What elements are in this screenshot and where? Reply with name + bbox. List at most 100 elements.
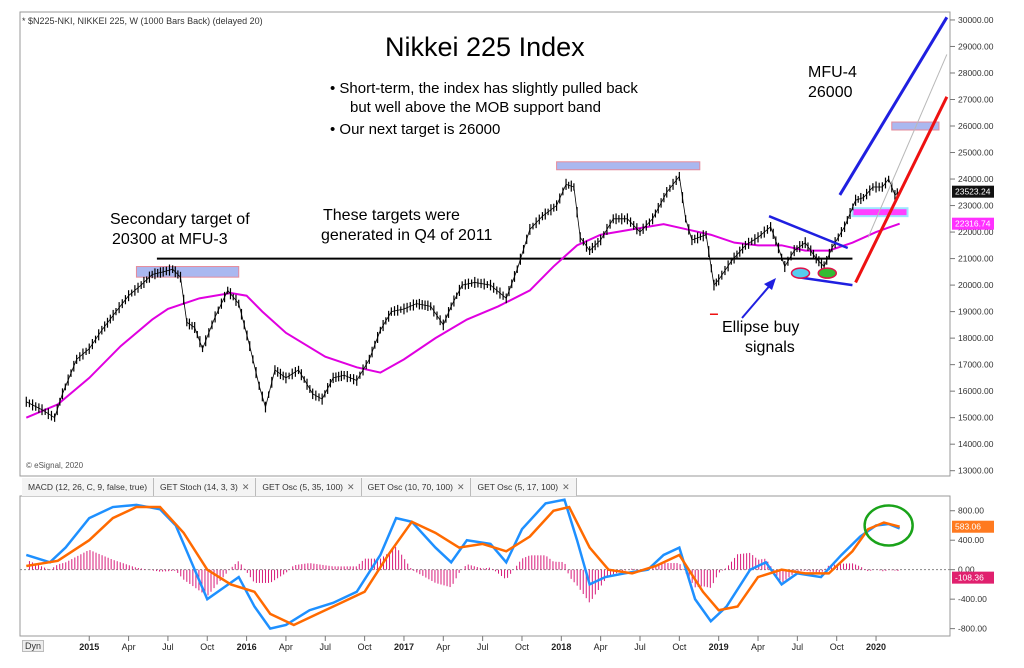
macd-value-label: 583.06	[955, 522, 981, 532]
close-icon[interactable]: ✕	[562, 481, 570, 492]
price-axis-label: 14000.00	[958, 439, 994, 449]
price-layer	[25, 16, 949, 422]
time-axis-label: Apr	[594, 642, 608, 652]
ma-value-label-box	[952, 217, 994, 230]
tab-get-osc-5-35-label: GET Osc (5, 35, 100)	[262, 482, 344, 492]
price-axis-label: 24000.00	[958, 174, 994, 184]
tab-get-osc-10-70[interactable]: GET Osc (10, 70, 100) ✕	[361, 478, 472, 496]
close-icon[interactable]: ✕	[241, 481, 250, 492]
symbol-header: * $N225-NKI, NIKKEI 225, W (1000 Bars Ba…	[22, 16, 263, 26]
tab-get-osc-5-17[interactable]: GET Osc (5, 17, 100) ✕	[471, 478, 577, 496]
close-icon[interactable]: ✕	[347, 481, 355, 492]
note-secondary-line1: Secondary target of	[110, 211, 250, 228]
price-axis-label: 28000.00	[958, 68, 994, 78]
time-axis-label: Jul	[162, 642, 174, 652]
time-axis-label: Apr	[751, 642, 765, 652]
time-axis-label: Oct	[672, 642, 687, 652]
time-axis-label: 2020	[866, 642, 886, 652]
target-band-1	[556, 161, 701, 171]
time-axis-label: Apr	[122, 642, 136, 652]
price-axis-label: 15000.00	[958, 413, 994, 423]
note-bullet1-line2: but well above the MOB support band	[350, 99, 601, 116]
time-axis-label: Apr	[436, 642, 450, 652]
macd-axis-label: 0.00	[958, 565, 975, 575]
current-price-label-box	[952, 185, 994, 198]
note-bullet1-line1: • Short-term, the index has slightly pul…	[330, 80, 638, 97]
price-axis-label: 16000.00	[958, 386, 994, 396]
note-ellipse-line1: Ellipse buy	[722, 319, 800, 336]
time-axis-label: Jul	[320, 642, 332, 652]
indicator-tab-bar: MACD (12, 26, C, 9, false, true) GET Sto…	[22, 478, 577, 496]
target-band-0	[135, 266, 240, 278]
tab-get-stoch[interactable]: GET Stoch (14, 3, 3) ✕	[154, 478, 257, 496]
price-axis-label: 20000.00	[958, 280, 994, 290]
macd-value-label-box	[952, 520, 994, 533]
crossover-circle	[863, 504, 914, 547]
current-price-label: 23523.24	[955, 187, 991, 197]
price-axis-label: 21000.00	[958, 254, 994, 264]
price-axis-label: 30000.00	[958, 15, 994, 25]
price-axis-label: 17000.00	[958, 360, 994, 370]
red-channel-line	[854, 96, 949, 284]
blue-channel-line	[838, 16, 949, 196]
time-axis-label: 2018	[551, 642, 571, 652]
time-axis-label: Jul	[477, 642, 489, 652]
tab-get-osc-5-35[interactable]: GET Osc (5, 35, 100) ✕	[256, 478, 362, 496]
time-axis-label: Oct	[200, 642, 215, 652]
macd-layer	[20, 498, 950, 631]
dyn-toggle-button[interactable]: Dyn	[22, 640, 45, 652]
time-axis-label: 2015	[79, 642, 99, 652]
chart-title: Nikkei 225 Index	[385, 32, 585, 62]
target-band-2	[891, 121, 940, 131]
ellipse-buy-signal-0	[790, 267, 811, 279]
note-bullet2: • Our next target is 26000	[330, 121, 501, 138]
time-axis-label: Apr	[279, 642, 293, 652]
macd-line	[25, 498, 901, 631]
ellipse-buy-signal-1	[817, 267, 838, 279]
channel-midline	[867, 54, 948, 238]
axis-layer: 13000.00 14000.00 15000.00 16000.00 17000.00…	[79, 15, 994, 652]
copyright-label: © eSignal, 2020	[26, 461, 84, 470]
macd-axis-label: 800.00	[958, 506, 984, 516]
note-ellipse-line2: signals	[745, 339, 795, 356]
tab-get-osc-5-17-label: GET Osc (5, 17, 100)	[477, 482, 559, 492]
hist-value-label-box	[952, 571, 994, 584]
note-mfu4-line2: 26000	[808, 84, 853, 101]
close-icon[interactable]: ✕	[456, 481, 465, 492]
macd-axis-label: -400.00	[958, 594, 987, 604]
tab-get-stoch-label: GET Stoch (14, 3, 3)	[160, 482, 238, 492]
macd-axis-label: -800.00	[958, 624, 987, 634]
price-axis-label: 27000.00	[958, 94, 994, 104]
time-axis-label: Oct	[830, 642, 845, 652]
price-axis-label: 13000.00	[958, 466, 994, 476]
tab-macd[interactable]: MACD (12, 26, C, 9, false, true)	[22, 478, 155, 496]
note-targets-line2: generated in Q4 of 2011	[321, 227, 493, 244]
time-axis-label: Oct	[358, 642, 373, 652]
time-axis-label: 2016	[237, 642, 257, 652]
triangle-lower-line	[797, 275, 853, 287]
hist-value-label: -108.36	[955, 573, 984, 583]
time-axis-label: 2017	[394, 642, 414, 652]
price-axis-label: 25000.00	[958, 148, 994, 158]
price-axis-label: 29000.00	[958, 41, 994, 51]
tab-get-osc-10-70-label: GET Osc (10, 70, 100)	[367, 482, 453, 492]
time-axis-label: Jul	[634, 642, 646, 652]
macd-axis-label: 400.00	[958, 535, 984, 545]
note-mfu4-line1: MFU-4	[808, 64, 857, 81]
macd-pane	[19, 495, 951, 637]
price-axis-label: 19000.00	[958, 307, 994, 317]
triangle-upper-line	[768, 215, 849, 250]
ma-value-label: 22316.74	[955, 219, 991, 229]
note-secondary-line2: 20300 at MFU-3	[112, 231, 228, 248]
price-axis-label: 18000.00	[958, 333, 994, 343]
signal-line	[26, 505, 900, 627]
price-axis-label: 26000.00	[958, 121, 994, 131]
ellipse-arrow-head	[764, 278, 776, 290]
mob-support-band	[851, 207, 909, 218]
tab-macd-label: MACD (12, 26, C, 9, false, true)	[28, 482, 148, 492]
price-path	[26, 175, 900, 419]
price-axis-label: 23000.00	[958, 201, 994, 211]
note-targets-line1: These targets were	[323, 207, 460, 224]
